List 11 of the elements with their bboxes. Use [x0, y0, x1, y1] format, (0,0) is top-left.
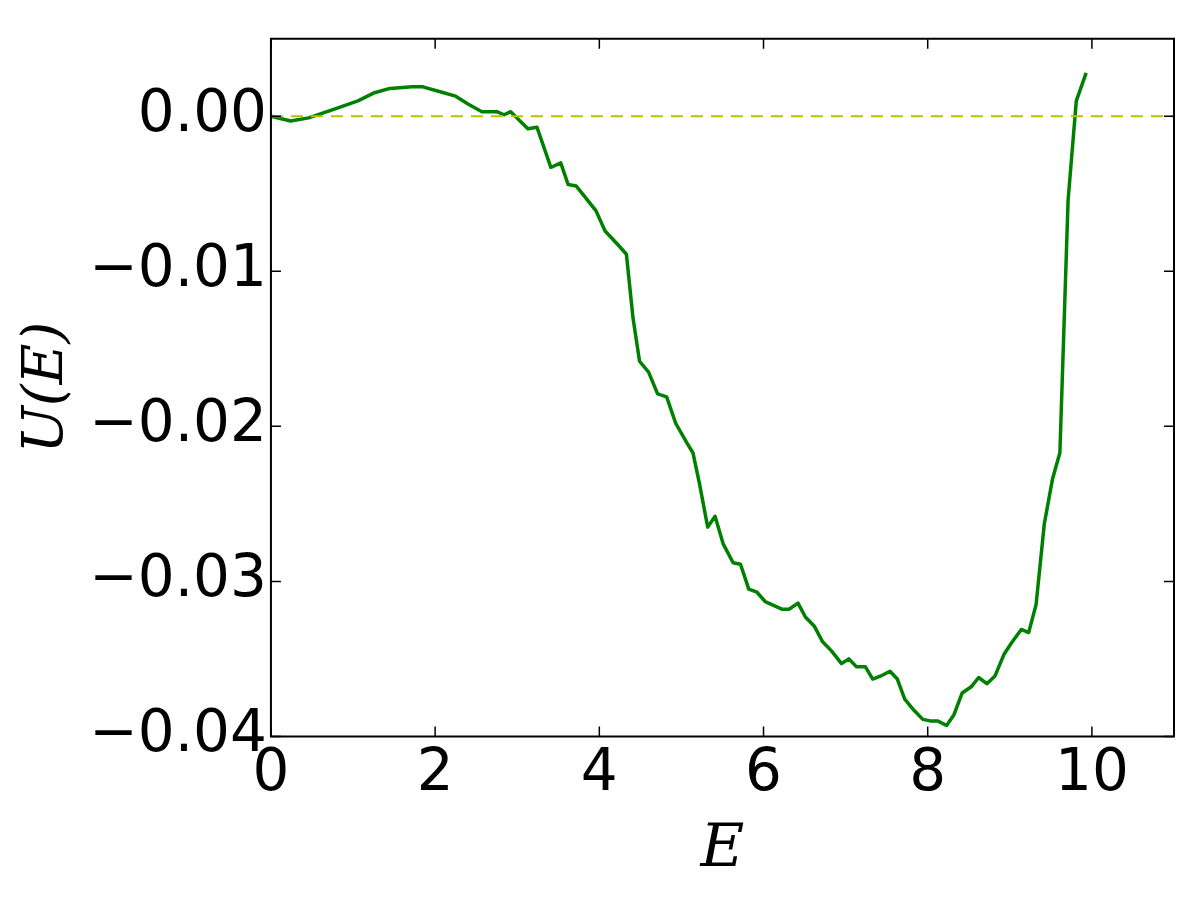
- x-tick-label: 4: [580, 736, 618, 805]
- x-tick-label: 2: [416, 736, 454, 805]
- y-tick-label: −0.03: [89, 542, 267, 611]
- x-tick-label: 6: [745, 736, 782, 805]
- x-axis-title: E: [699, 809, 745, 880]
- y-tick-label: 0.00: [137, 77, 267, 146]
- y-tick-label: −0.02: [89, 387, 267, 456]
- x-tick-label: 8: [909, 736, 947, 805]
- y-tick-label: −0.01: [89, 232, 267, 301]
- x-tick-label: 10: [1055, 736, 1129, 805]
- y-axis-title: U(E): [10, 321, 76, 454]
